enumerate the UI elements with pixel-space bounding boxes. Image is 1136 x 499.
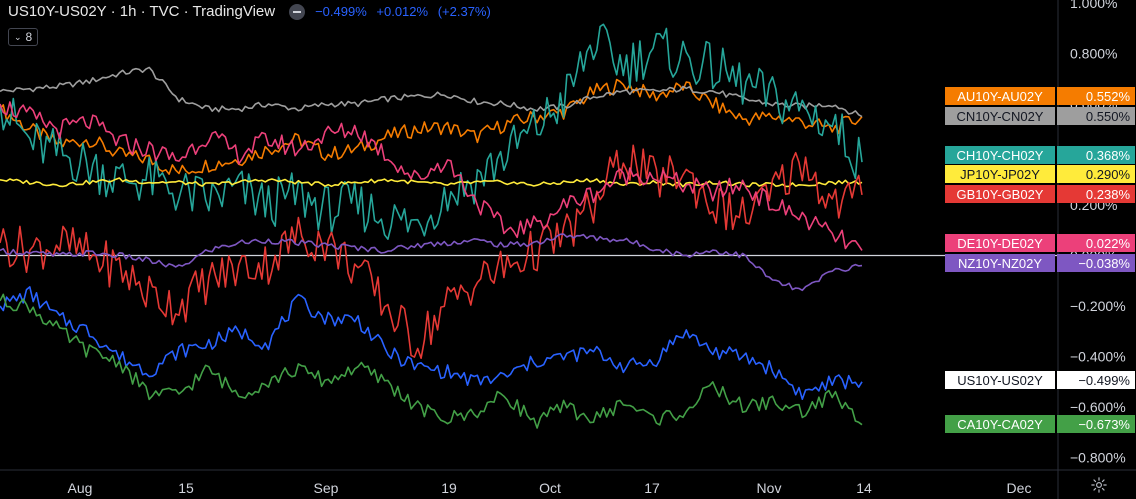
y-tick-label: 0.800%	[1070, 46, 1117, 62]
chevron-down-icon: ⌄	[14, 31, 22, 42]
chart-header: US10Y-US02Y · 1h · TVC · TradingView −0.…	[8, 3, 497, 20]
series-value-box	[1057, 165, 1135, 183]
series-name-box	[945, 371, 1055, 389]
series-name-label: CH10Y-CH02Y	[957, 148, 1044, 163]
y-tick-label: −0.200%	[1070, 298, 1126, 314]
change-pct: (+2.37%)	[437, 4, 491, 19]
series-last-value: −0.499%	[1078, 373, 1130, 388]
series-value-box	[1057, 415, 1135, 433]
series-value-box	[1057, 371, 1135, 389]
change-abs: +0.012%	[376, 4, 429, 19]
series-line-gb10y-gb02y	[0, 144, 863, 359]
series-price-label: AU10Y-AU02Y 0.552%	[945, 87, 1135, 105]
series-name-box	[945, 146, 1055, 164]
series-value-box	[1057, 234, 1135, 252]
series-name-label: DE10Y-DE02Y	[957, 236, 1043, 251]
x-tick-label: Dec	[1007, 480, 1032, 496]
x-tick-label: Sep	[314, 480, 339, 496]
series-name-label: JP10Y-JP02Y	[960, 167, 1040, 182]
series-price-label: JP10Y-JP02Y 0.290%	[945, 165, 1135, 183]
x-tick-label: Aug	[68, 480, 93, 496]
series-line-de10y-de02y	[0, 101, 863, 251]
series-line-us10y-us02y	[0, 286, 863, 400]
series-last-value: 0.550%	[1086, 109, 1131, 124]
indicator-count-badge[interactable]: ⌄ 8	[8, 28, 39, 46]
series-name-label: NZ10Y-NZ02Y	[958, 256, 1042, 271]
series-name-box	[945, 107, 1055, 125]
change-values: −0.499% +0.012% (+2.37%)	[315, 4, 497, 19]
series-name-label: CN10Y-CN02Y	[957, 109, 1044, 124]
series-line-nz10y-nz02y	[0, 233, 863, 292]
change-main: −0.499%	[315, 4, 367, 19]
series-name-box	[945, 87, 1055, 105]
y-tick-label: 1.000%	[1070, 0, 1117, 11]
series-price-label: DE10Y-DE02Y 0.022%	[945, 234, 1135, 252]
minus-circle-icon[interactable]	[289, 3, 306, 20]
y-tick-label: −0.600%	[1070, 399, 1126, 415]
series-price-label: CA10Y-CA02Y −0.673%	[945, 415, 1135, 433]
x-tick-label: 14	[856, 480, 872, 496]
series-last-value: 0.290%	[1086, 167, 1131, 182]
series-line-ca10y-ca02y	[0, 293, 863, 429]
series-name-box	[945, 234, 1055, 252]
series-name-box	[945, 415, 1055, 433]
series-price-label: US10Y-US02Y −0.499%	[945, 371, 1135, 389]
y-tick-label: −0.800%	[1070, 450, 1126, 466]
indicator-count: 8	[25, 30, 33, 44]
series-value-box	[1057, 185, 1135, 203]
series-price-label: NZ10Y-NZ02Y −0.038%	[945, 254, 1135, 272]
series-value-box	[1057, 107, 1135, 125]
series-name-label: GB10Y-GB02Y	[957, 187, 1044, 202]
x-tick-label: 15	[178, 480, 194, 496]
gear-icon[interactable]	[1090, 476, 1108, 494]
series-last-value: 0.368%	[1086, 148, 1131, 163]
symbol-title[interactable]: US10Y-US02Y · 1h · TVC · TradingView	[8, 3, 276, 20]
series-line-ch10y-ch02y	[0, 23, 863, 240]
series-name-box	[945, 254, 1055, 272]
series-last-value: 0.552%	[1086, 89, 1131, 104]
series-name-box	[945, 165, 1055, 183]
series-name-label: US10Y-US02Y	[957, 373, 1043, 388]
series-line-cn10y-cn02y	[0, 66, 863, 118]
series-last-value: 0.022%	[1086, 236, 1131, 251]
x-tick-label: Nov	[757, 480, 782, 496]
series-line-au10y-au02y	[0, 78, 863, 175]
x-tick-label: 17	[644, 480, 660, 496]
y-tick-label: −0.400%	[1070, 349, 1126, 365]
series-price-label: CH10Y-CH02Y 0.368%	[945, 146, 1135, 164]
series-last-value: −0.673%	[1078, 417, 1130, 432]
series-price-label: CN10Y-CN02Y 0.550%	[945, 107, 1135, 125]
series-name-box	[945, 185, 1055, 203]
series-value-box	[1057, 87, 1135, 105]
series-price-label: GB10Y-GB02Y 0.238%	[945, 185, 1135, 203]
series-name-label: AU10Y-AU02Y	[957, 89, 1043, 104]
series-name-label: CA10Y-CA02Y	[957, 417, 1043, 432]
x-tick-label: Oct	[539, 480, 561, 496]
x-tick-label: 19	[441, 480, 457, 496]
series-value-box	[1057, 254, 1135, 272]
series-last-value: 0.238%	[1086, 187, 1131, 202]
series-last-value: −0.038%	[1078, 256, 1130, 271]
series-value-box	[1057, 146, 1135, 164]
